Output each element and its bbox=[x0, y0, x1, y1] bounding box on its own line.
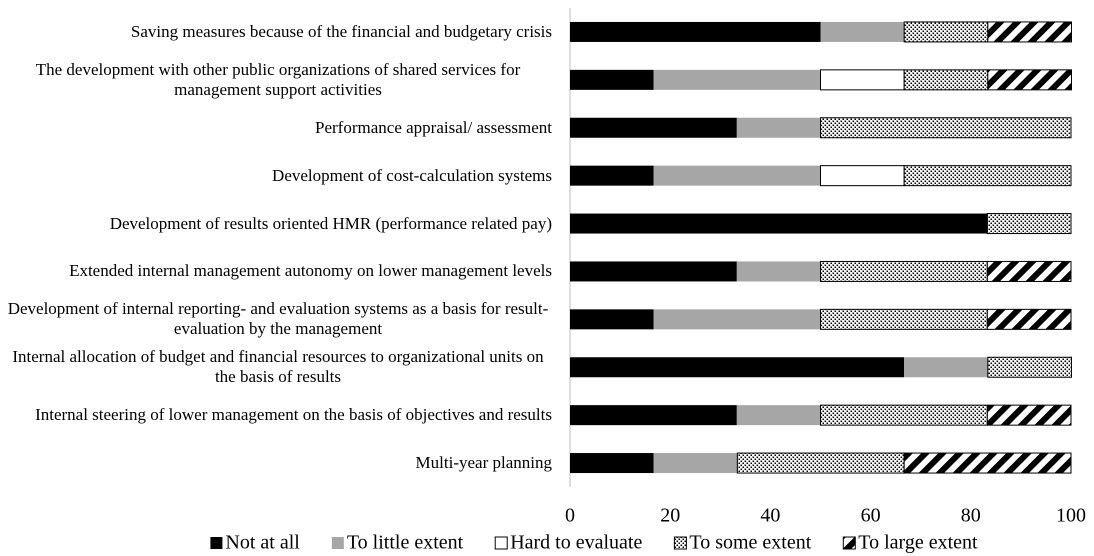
bar-segment bbox=[570, 117, 737, 138]
bar-segment bbox=[570, 405, 737, 426]
bar-segment bbox=[570, 213, 988, 234]
category-label: Development of internal reporting- and e… bbox=[4, 299, 552, 339]
legend-label: To little extent bbox=[347, 532, 464, 554]
x-tick-label: 100 bbox=[1056, 505, 1086, 527]
bar-segment bbox=[570, 309, 654, 330]
category-label: Development of cost-calculation systems bbox=[272, 166, 552, 186]
bar-segment bbox=[653, 69, 821, 90]
bar-segment bbox=[820, 404, 988, 426]
legend-label: Hard to evaluate bbox=[510, 532, 642, 554]
category-label-text: Development of results oriented HMR (per… bbox=[109, 213, 552, 233]
category-label: Multi-year planning bbox=[416, 453, 552, 473]
category-label: Internal allocation of budget and financ… bbox=[4, 347, 552, 387]
bar-segment bbox=[987, 356, 1073, 378]
bar-segment bbox=[570, 165, 654, 186]
category-label-text: Extended internal management autonomy on… bbox=[69, 261, 552, 281]
legend-swatch bbox=[494, 536, 508, 550]
legend-swatch bbox=[210, 537, 223, 549]
category-label-text: Multi-year planning bbox=[415, 453, 552, 473]
bar-segment bbox=[653, 165, 821, 186]
bar-segment bbox=[736, 261, 821, 282]
bar-segment bbox=[820, 21, 905, 42]
bar-segment bbox=[987, 21, 1073, 43]
bar-segment bbox=[736, 117, 821, 138]
bar-segment bbox=[903, 21, 989, 43]
bar-segment bbox=[820, 308, 988, 330]
bar-segment bbox=[736, 452, 905, 474]
x-tick-label: 60 bbox=[861, 505, 881, 527]
legend-label: Not at all bbox=[225, 532, 300, 554]
bar-segment bbox=[986, 404, 1072, 426]
bar-segment bbox=[653, 309, 821, 330]
bar-segment bbox=[570, 261, 737, 282]
category-label: Extended internal management autonomy on… bbox=[69, 261, 552, 281]
category-label-text: Performance appraisal/ assessment bbox=[315, 117, 552, 137]
legend-swatch bbox=[842, 536, 856, 550]
x-tick-label: 20 bbox=[660, 505, 680, 527]
category-label: The development with other public organi… bbox=[4, 60, 552, 100]
category-label: Development of results oriented HMR (per… bbox=[110, 214, 552, 234]
bar-segment bbox=[570, 453, 654, 474]
bar-segment bbox=[903, 452, 1072, 474]
legend-swatch bbox=[673, 536, 687, 550]
category-label-text: Development of cost-calculation systems bbox=[272, 165, 552, 185]
x-tick-label: 80 bbox=[961, 505, 981, 527]
category-label: Saving measures because of the financial… bbox=[131, 22, 552, 42]
bar-segment bbox=[820, 69, 905, 91]
bar-segment bbox=[653, 453, 738, 474]
category-label: Performance appraisal/ assessment bbox=[315, 118, 552, 138]
bar-segment bbox=[570, 21, 821, 42]
category-label-text: Internal allocation of budget and financ… bbox=[12, 347, 544, 387]
x-tick-label: 40 bbox=[760, 505, 780, 527]
category-label-text: Development of internal reporting- and e… bbox=[7, 299, 549, 339]
bar-segment bbox=[736, 405, 821, 426]
category-label-text: Internal steering of lower management on… bbox=[35, 405, 552, 425]
x-tick-label: 0 bbox=[565, 505, 575, 527]
bar-segment bbox=[986, 308, 1072, 330]
bar-segment bbox=[986, 213, 1072, 235]
category-label: Internal steering of lower management on… bbox=[35, 405, 552, 425]
bar-segment bbox=[820, 117, 1072, 139]
category-label-text: Saving measures because of the financial… bbox=[130, 21, 552, 41]
bar-segment bbox=[987, 69, 1073, 91]
bar-segment bbox=[820, 165, 905, 187]
bar-segment bbox=[570, 357, 905, 378]
bar-segment bbox=[820, 260, 988, 282]
legend-label: To large extent bbox=[858, 532, 978, 554]
bar-segment bbox=[986, 260, 1072, 282]
bar-segment bbox=[903, 69, 989, 91]
bar-segment bbox=[903, 165, 1072, 187]
bar-segment bbox=[904, 357, 988, 378]
legend-swatch bbox=[331, 537, 344, 549]
legend-label: To some extent bbox=[689, 532, 811, 554]
category-label-text: The development with other public organi… bbox=[35, 59, 521, 99]
bar-segment bbox=[570, 69, 654, 90]
